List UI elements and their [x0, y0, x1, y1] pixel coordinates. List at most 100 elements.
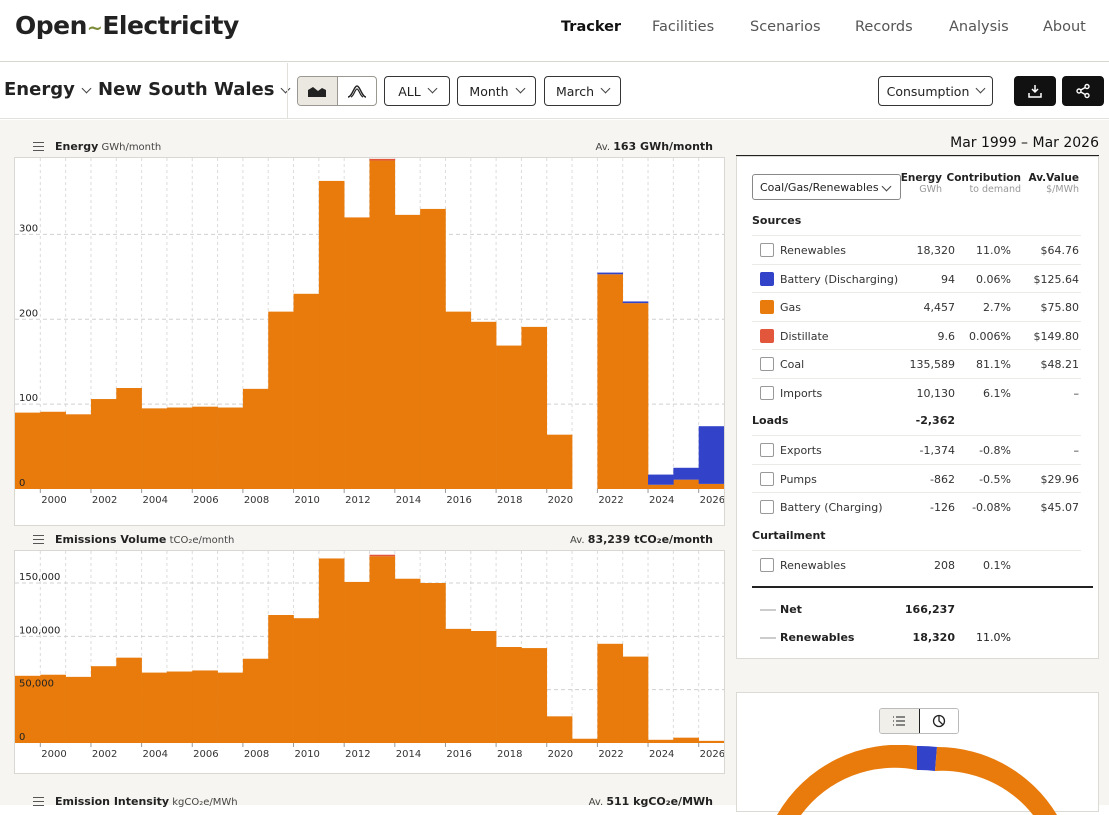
metric-selector[interactable]: Energy — [4, 79, 92, 100]
row-energy: 135,589 — [909, 358, 956, 372]
bar-gas-2001 — [65, 414, 92, 489]
sources-row[interactable]: Imports 10,130 6.1% – — [752, 378, 1081, 406]
color-swatch-checkbox[interactable] — [760, 357, 774, 372]
nav-analysis[interactable]: Analysis — [949, 19, 1009, 35]
row-energy: 4,457 — [923, 301, 956, 315]
row-energy: -862 — [930, 472, 955, 486]
color-swatch-checkbox[interactable] — [760, 271, 774, 286]
nav-facilities[interactable]: Facilities — [652, 19, 715, 35]
donut-panel — [736, 692, 1099, 815]
menu-icon[interactable] — [33, 535, 44, 544]
toolbar-divider — [287, 63, 288, 119]
color-swatch-checkbox[interactable] — [760, 243, 774, 257]
curtailment-row[interactable]: Renewables 208 0.1% — [752, 550, 1081, 578]
tracker-toolbar: Energy New South Wales ALL Month March C… — [0, 63, 1109, 119]
loads-row[interactable]: Pumps -862 -0.5% $29.96 — [752, 463, 1081, 492]
sources-row[interactable]: Battery (Discharging) 94 0.06% $125.64 — [752, 263, 1081, 292]
energy-chart[interactable]: 0 100 200 300 2000 2002 2004 2006 2008 2010 2012 20… — [14, 157, 725, 526]
grouping-dropdown[interactable]: Coal/Gas/Renewables — [752, 174, 901, 200]
month-dropdown[interactable]: March — [544, 76, 621, 106]
x-tick-label: 2004 — [143, 495, 168, 506]
bar-gas-2021 — [572, 738, 598, 743]
bar-gas-2009 — [268, 311, 294, 489]
color-swatch-checkbox[interactable] — [760, 558, 774, 572]
bar-gas-2012 — [344, 581, 370, 743]
divider — [752, 586, 1093, 588]
interval-dropdown[interactable]: Month — [457, 76, 536, 106]
x-tick-label: 2008 — [244, 749, 269, 760]
color-swatch-checkbox[interactable] — [760, 500, 774, 515]
row-value: $149.80 — [1033, 329, 1080, 343]
donut-slice-gas — [777, 745, 917, 815]
color-swatch-checkbox[interactable] — [760, 300, 774, 315]
bar-gas-1999 — [15, 412, 41, 489]
y-tick-label: 150,000 — [19, 572, 60, 583]
x-tick-label: 2010 — [294, 495, 319, 506]
sources-row[interactable]: Distillate 9.6 0.006% $149.80 — [752, 320, 1081, 349]
region-selector[interactable]: New South Wales — [98, 79, 291, 100]
openelectricity-logo[interactable]: Open~Electricity — [15, 11, 239, 40]
nav-records[interactable]: Records — [855, 19, 913, 35]
row-value: – — [1073, 444, 1080, 457]
energy-chart-svg: 0 100 200 300 2000 2002 2004 2006 2008 2010 2012 20… — [15, 158, 725, 506]
row-value: $64.76 — [1040, 244, 1080, 257]
list-view-button[interactable] — [880, 709, 919, 733]
x-tick-label: 2026 — [700, 749, 724, 760]
line-chart-button[interactable] — [338, 77, 377, 105]
chevron-down-icon — [975, 83, 986, 93]
bar-gas-2022 — [597, 643, 624, 743]
area-chart-button[interactable] — [298, 77, 338, 105]
y-tick-label: 100 — [19, 393, 38, 404]
emissions-chart-title: Emissions Volume tCO₂e/month — [55, 533, 235, 546]
bar-gas-2022 — [597, 274, 624, 489]
x-tick-label: 2018 — [497, 495, 522, 506]
contribution-column-header: Contribution to demand — [946, 172, 1022, 195]
sources-row[interactable]: Coal 135,589 81.1% $48.21 — [752, 349, 1081, 377]
row-label: Renewables — [780, 244, 846, 257]
menu-icon[interactable] — [33, 142, 44, 151]
emissions-chart[interactable]: 0 50,000 100,000 150,000 2000 2002 2004 2006 200… — [14, 550, 725, 774]
nav-scenarios[interactable]: Scenarios — [750, 19, 821, 35]
loads-row[interactable]: Battery (Charging) -126 -0.08% $45.07 — [752, 492, 1081, 520]
row-label: Renewables — [780, 559, 846, 572]
loads-row[interactable]: Exports -1,374 -0.8% – — [752, 435, 1081, 463]
row-value: $125.64 — [1033, 272, 1080, 286]
range-filter-dropdown[interactable]: ALL — [384, 76, 450, 106]
x-tick-label: 2012 — [345, 749, 370, 760]
x-tick-label: 2014 — [396, 749, 421, 760]
sources-row[interactable]: Gas 4,457 2.7% $75.80 — [752, 292, 1081, 320]
share-button[interactable] — [1062, 76, 1104, 106]
donut-chart — [777, 745, 1057, 815]
download-button[interactable] — [1014, 76, 1056, 106]
x-tick-label: 2006 — [193, 749, 218, 760]
bar-gas-2019 — [521, 648, 548, 743]
donut-view-button[interactable] — [918, 709, 958, 733]
x-tick-label: 2022 — [598, 495, 623, 506]
bar-gas-2015 — [420, 208, 446, 489]
bar-battery-discharging--2025 — [673, 467, 699, 480]
color-swatch-checkbox[interactable] — [760, 386, 774, 400]
sources-row[interactable]: Renewables 18,320 11.0% $64.76 — [752, 235, 1081, 263]
donut-slice-gas-2 — [935, 747, 1057, 815]
color-swatch-checkbox[interactable] — [760, 443, 774, 457]
color-swatch-checkbox[interactable] — [760, 471, 774, 486]
row-contribution: 11.0% — [976, 244, 1011, 257]
row-contribution: 2.7% — [983, 301, 1011, 315]
y-tick-label: 0 — [19, 478, 25, 489]
emissions-chart-svg: 0 50,000 100,000 150,000 2000 2002 2004 2006 200… — [15, 551, 725, 760]
row-contribution: 0.006% — [969, 329, 1011, 343]
bar-gas-2004 — [141, 408, 168, 489]
nav-about[interactable]: About — [1043, 19, 1086, 35]
color-swatch-checkbox[interactable] — [760, 328, 774, 343]
bar-gas-2014 — [394, 214, 421, 489]
chevron-down-icon — [600, 83, 611, 93]
intensity-average: Av. 511 kgCO₂e/MWh — [588, 795, 713, 808]
x-tick-label: 2006 — [193, 495, 218, 506]
bar-gas-2006 — [192, 670, 218, 743]
nav-tracker[interactable]: Tracker — [561, 19, 622, 35]
view-dropdown[interactable]: Consumption — [878, 76, 993, 106]
bar-gas-2008 — [242, 658, 269, 743]
bar-gas-2006 — [192, 406, 218, 489]
bar-gas-2025 — [673, 737, 699, 743]
bar-gas-2019 — [521, 326, 548, 489]
